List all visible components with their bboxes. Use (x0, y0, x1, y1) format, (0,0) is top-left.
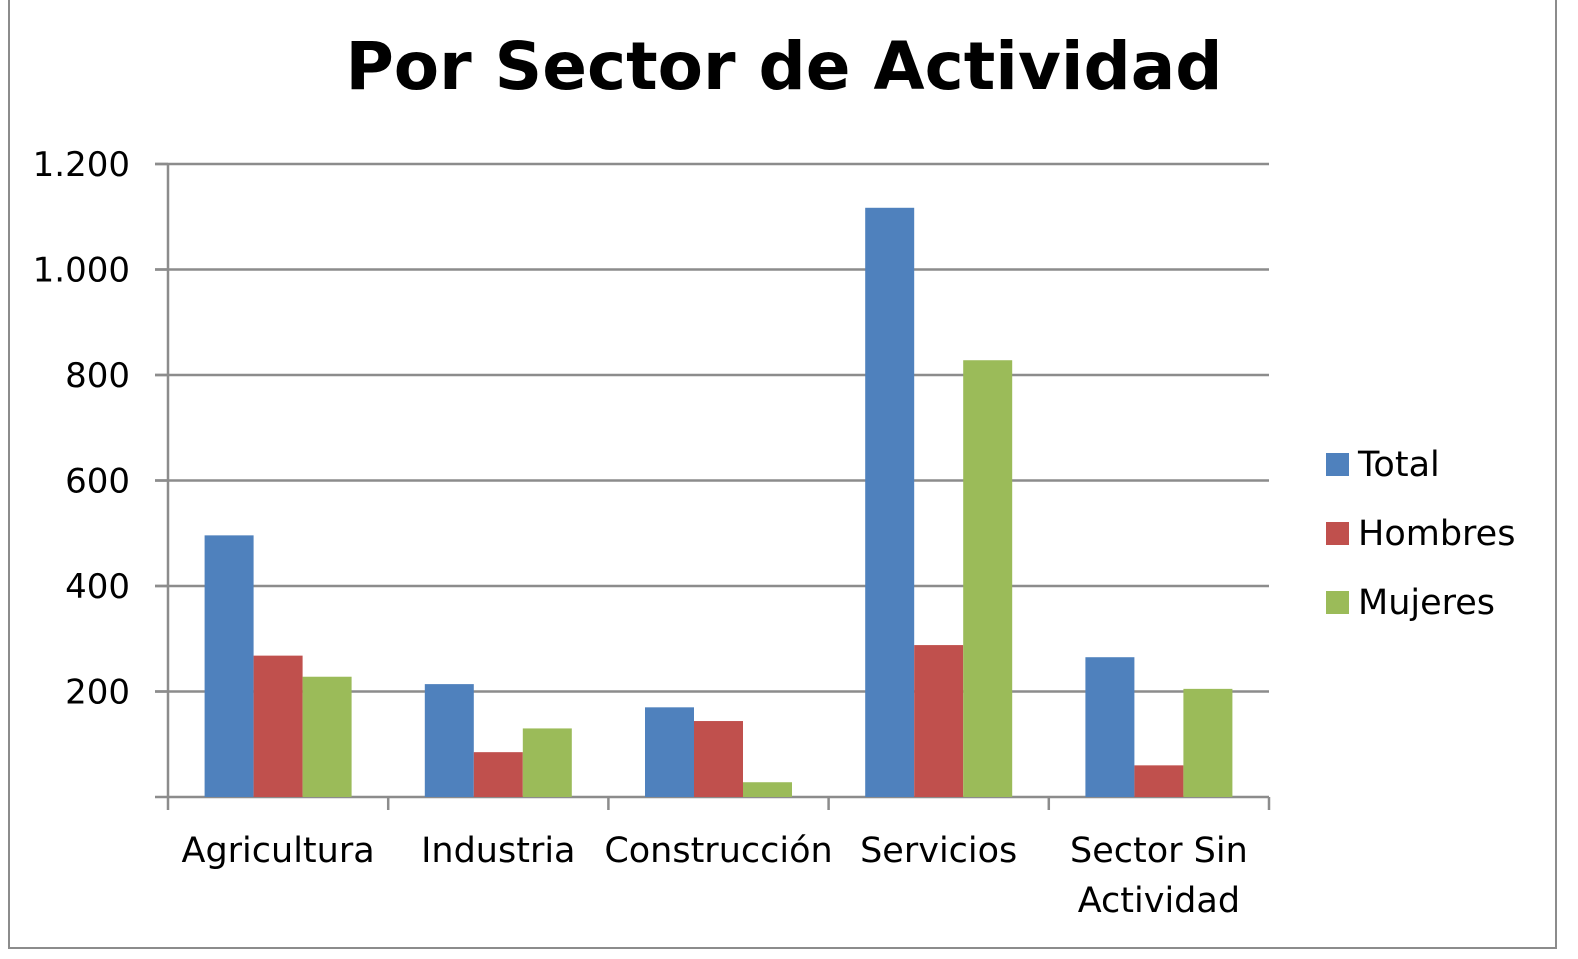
bar-mujeres-1 (522, 728, 572, 797)
bar-hombres-4 (1134, 765, 1184, 797)
y-tick-label: 200 (65, 673, 130, 713)
legend-swatch-mujeres (1326, 591, 1349, 614)
bar-mujeres-2 (743, 782, 792, 797)
bar-hombres-2 (694, 721, 743, 797)
category-label: Construcción (604, 831, 832, 871)
bar-hombres-3 (914, 645, 964, 797)
legend-label-mujeres: Mujeres (1358, 583, 1495, 623)
legend-label-hombres: Hombres (1358, 514, 1515, 554)
bar-mujeres-3 (963, 360, 1013, 797)
bar-mujeres-4 (1183, 688, 1233, 797)
y-tick-label: 600 (65, 462, 130, 502)
bar-hombres-1 (473, 752, 523, 797)
category-label: Servicios (860, 831, 1017, 871)
y-tick-label: 1.200 (33, 145, 130, 185)
y-tick-label: 400 (65, 567, 130, 607)
legend-swatch-hombres (1326, 522, 1349, 545)
bar-total-1 (424, 684, 474, 797)
category-label: Sector Sin (1070, 831, 1248, 871)
bar-total-2 (645, 707, 694, 797)
chart-title: Por Sector de Actividad (345, 28, 1223, 105)
category-label: Industria (421, 831, 575, 871)
category-label: Actividad (1078, 881, 1240, 921)
bar-total-4 (1085, 657, 1135, 797)
y-tick-label: 1.000 (33, 251, 130, 291)
bar-total-3 (865, 207, 915, 798)
legend-swatch-total (1326, 453, 1349, 476)
legend-label-total: Total (1357, 445, 1440, 485)
y-tick-label: 800 (65, 356, 130, 396)
bar-total-0 (204, 535, 254, 797)
bar-hombres-0 (253, 655, 303, 797)
bar-mujeres-0 (302, 676, 352, 797)
category-label: Agricultura (182, 831, 375, 871)
